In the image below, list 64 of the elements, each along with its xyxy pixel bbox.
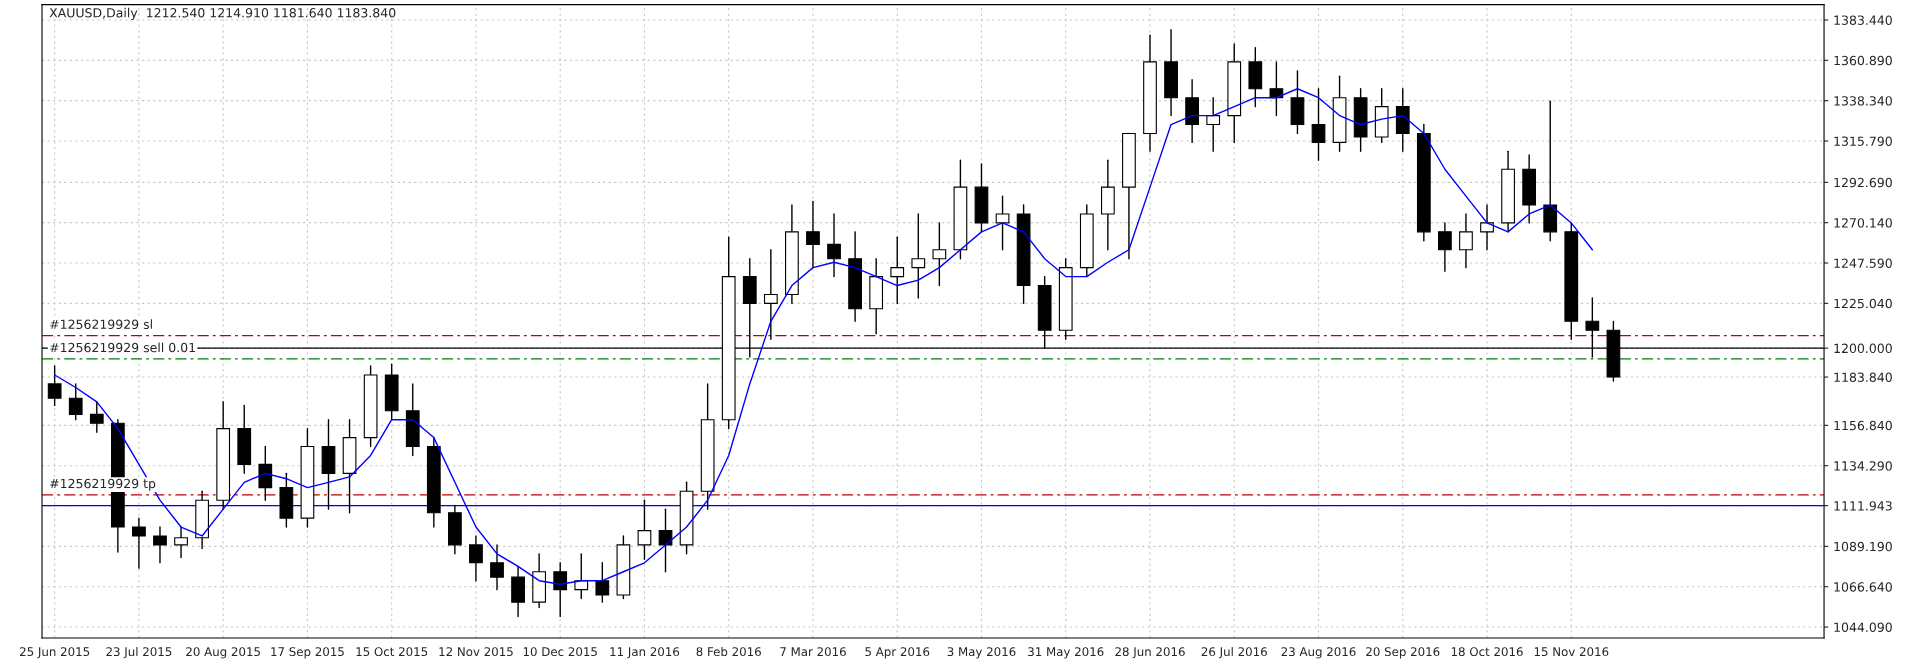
x-tick-label: 3 May 2016 (947, 647, 1016, 659)
x-tick-label: 15 Oct 2015 (356, 647, 428, 657)
x-tick-label: 12 Nov 2015 (439, 647, 513, 657)
chart-title: XAUUSD,Daily 1212.540 1214.910 1181.640 1183.840 (49, 7, 396, 20)
candlestick (1480, 204, 1494, 251)
y-tick-label: 1066.640 (1834, 582, 1892, 592)
y-tick-label: 1247.590 (1834, 258, 1892, 268)
ref-line-label: #1256219929 sl (50, 319, 152, 330)
x-tick-label: 17 Sep 2015 (271, 647, 344, 659)
x-tick-label: 23 Jul 2015 (106, 646, 172, 659)
x-tick-label: 5 Apr 2016 (865, 647, 930, 659)
candlestick (47, 365, 62, 407)
y-tick-label: 1183.840 (1834, 372, 1892, 382)
ref-line-label: #1256219929 sell 0.01 (50, 342, 195, 353)
y-tick-label: 1200.000 (1834, 343, 1892, 354)
candlestick (658, 508, 673, 573)
candlestick (806, 200, 820, 269)
y-tick-label: 1270.140 (1834, 218, 1892, 228)
x-tick-label: 28 Jun 2016 (1115, 647, 1185, 659)
y-tick-label: 1338.340 (1834, 96, 1892, 106)
x-tick-label: 15 Nov 2016 (1534, 647, 1609, 657)
candlestick (763, 249, 778, 340)
candlestick (595, 562, 610, 603)
candlestick (1459, 213, 1473, 269)
x-tick-label: 25 Jun 2015 (20, 647, 90, 659)
candlestick (153, 526, 167, 564)
candlestick (995, 195, 1010, 251)
y-tick-label: 1044.090 (1834, 622, 1892, 632)
candlestick (553, 562, 568, 618)
y-tick-label: 1134.290 (1834, 461, 1892, 471)
x-tick-label: 10 Dec 2015 (523, 647, 597, 657)
candlestick (911, 213, 926, 299)
candlestick (469, 535, 483, 582)
candlestick (637, 499, 652, 560)
y-tick-label: 1156.840 (1834, 420, 1892, 431)
x-tick-label: 26 Jul 2016 (1201, 646, 1267, 659)
y-tick-label: 1111.943 (1834, 501, 1892, 511)
ref-line-label: #1256219929 tp (50, 478, 156, 491)
candlestick (1206, 97, 1221, 153)
candlestick (1311, 88, 1326, 162)
x-tick-label: 20 Sep 2016 (1366, 647, 1440, 659)
x-tick-label: 11 Jan 2016 (610, 647, 680, 659)
x-tick-label: 7 Mar 2016 (780, 647, 846, 657)
x-tick-label: 18 Oct 2016 (1451, 647, 1523, 657)
candlestick (932, 222, 947, 287)
candlestick (1438, 222, 1452, 272)
x-tick-label: 23 Aug 2016 (1281, 647, 1356, 659)
candlestick (490, 544, 504, 591)
x-tick-label: 31 May 2016 (1028, 647, 1104, 659)
candlestick (132, 517, 146, 569)
y-tick-label: 1292.690 (1834, 177, 1892, 188)
y-tick-label: 1089.190 (1834, 541, 1892, 552)
y-tick-label: 1225.040 (1834, 298, 1892, 309)
candlestick (890, 236, 905, 305)
candlestick (174, 526, 188, 559)
x-tick-label: 20 Aug 2015 (186, 647, 260, 659)
x-tick-label: 8 Feb 2016 (696, 646, 761, 657)
y-tick-label: 1360.890 (1834, 55, 1892, 66)
candlestick (89, 401, 104, 433)
candlestick (68, 383, 83, 421)
candlestick (827, 213, 841, 278)
y-tick-label: 1315.790 (1834, 136, 1892, 146)
y-tick-label: 1383.440 (1834, 15, 1892, 25)
candlestick (258, 445, 273, 501)
